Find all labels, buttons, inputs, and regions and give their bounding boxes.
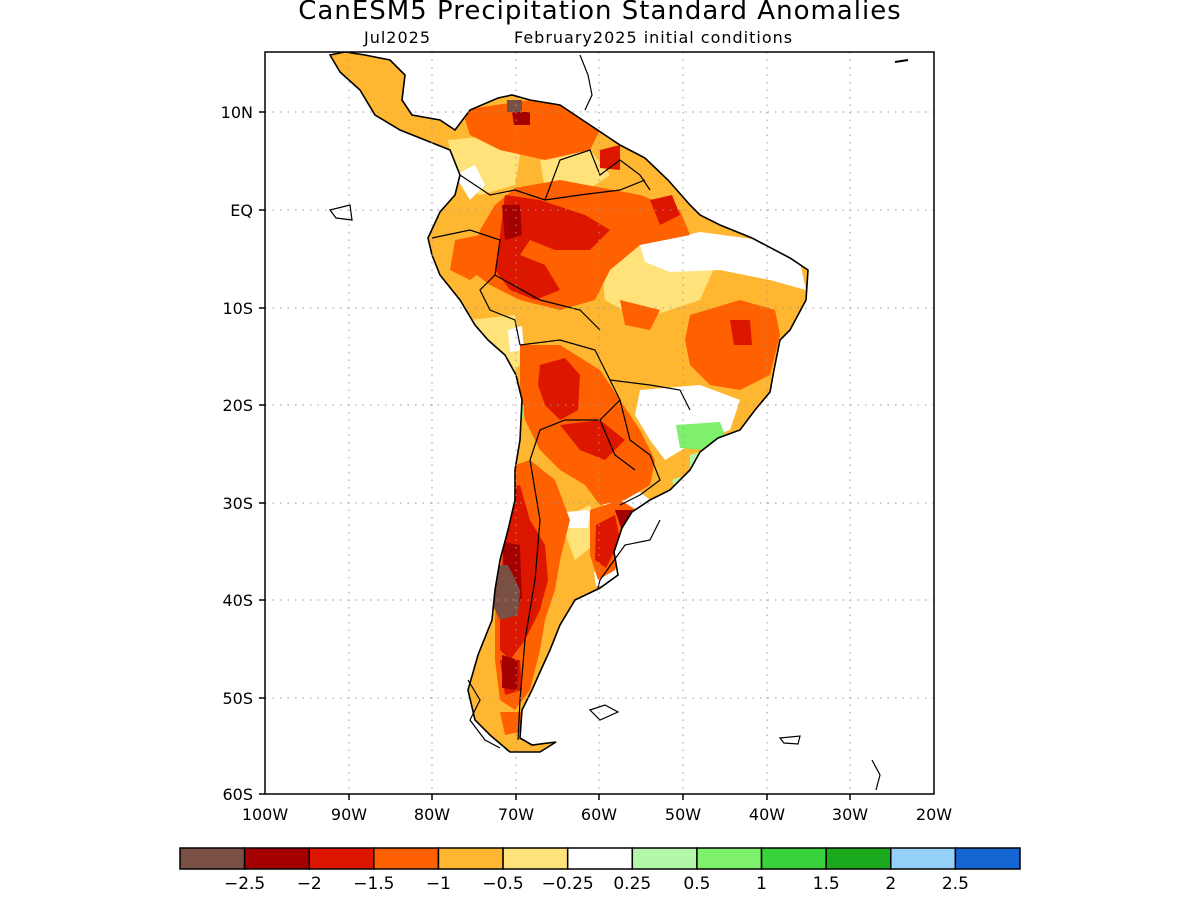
colorbar-swatch <box>566 847 634 870</box>
lon-label: 20W <box>916 805 952 824</box>
colorbar-tick-label: 2.5 <box>942 874 969 894</box>
colorbar-swatch <box>373 847 440 870</box>
colorbar-swatch <box>696 847 763 870</box>
colorbar-swatch <box>179 847 246 870</box>
colorbar-tick-label: 2 <box>885 874 896 894</box>
lon-label: 80W <box>414 805 450 824</box>
lon-label: 100W <box>242 805 289 824</box>
forecast-month: Jul2025 <box>364 28 432 47</box>
colorbar-swatch <box>890 847 957 870</box>
lat-axis: 10N EQ 10S 20S 30S 40S 50S 60S <box>221 103 265 804</box>
lon-label: 30W <box>832 805 868 824</box>
colorbar-swatch <box>243 847 310 870</box>
colorbar-tick-label: 0.5 <box>683 874 710 894</box>
lon-label: 90W <box>331 805 367 824</box>
lat-label: EQ <box>230 201 253 220</box>
lat-label: 20S <box>222 396 253 415</box>
colorbar-tick-label: 1 <box>756 874 767 894</box>
map-title: CanESM5 Precipitation Standard Anomalies <box>298 0 902 26</box>
colorbar-tick-label: 1.5 <box>813 874 840 894</box>
lat-label: 60S <box>222 785 253 804</box>
colorbar-tick-label: −1 <box>426 874 451 894</box>
lon-label: 60W <box>581 805 617 824</box>
lat-label: 40S <box>222 591 253 610</box>
initial-conditions: February2025 initial conditions <box>514 28 794 47</box>
colorbar-swatch <box>631 847 698 870</box>
coastlines <box>328 52 909 791</box>
colorbar-swatch <box>760 847 827 870</box>
colorbar-swatch <box>437 847 504 870</box>
lon-label: 40W <box>749 805 785 824</box>
lon-axis: 100W 90W 80W 70W 60W 50W 40W 30W 20W <box>242 794 952 824</box>
lat-label: 10S <box>222 299 253 318</box>
colorbar-swatch <box>825 847 892 870</box>
colorbar-swatch <box>502 847 569 870</box>
colorbar-tick-label: −2.5 <box>224 874 265 894</box>
colorbar: −2.5 −2 −1.5 −1 −0.5 −0.25 0.25 0.5 1 1.5 2 2.5 <box>179 847 1021 894</box>
colorbar-tick-label: −0.25 <box>542 874 594 894</box>
colorbar-tick-label: −2 <box>297 874 322 894</box>
lon-label: 70W <box>498 805 534 824</box>
lat-label: 10N <box>221 103 253 122</box>
lat-label: 30S <box>222 494 253 513</box>
colorbar-swatch <box>954 847 1021 870</box>
lat-label: 50S <box>222 689 253 708</box>
lon-label: 50W <box>665 805 701 824</box>
colorbar-tick-label: 0.25 <box>613 874 651 894</box>
colorbar-tick-label: −0.5 <box>482 874 523 894</box>
colorbar-swatch <box>308 847 375 870</box>
colorbar-tick-label: −1.5 <box>353 874 394 894</box>
